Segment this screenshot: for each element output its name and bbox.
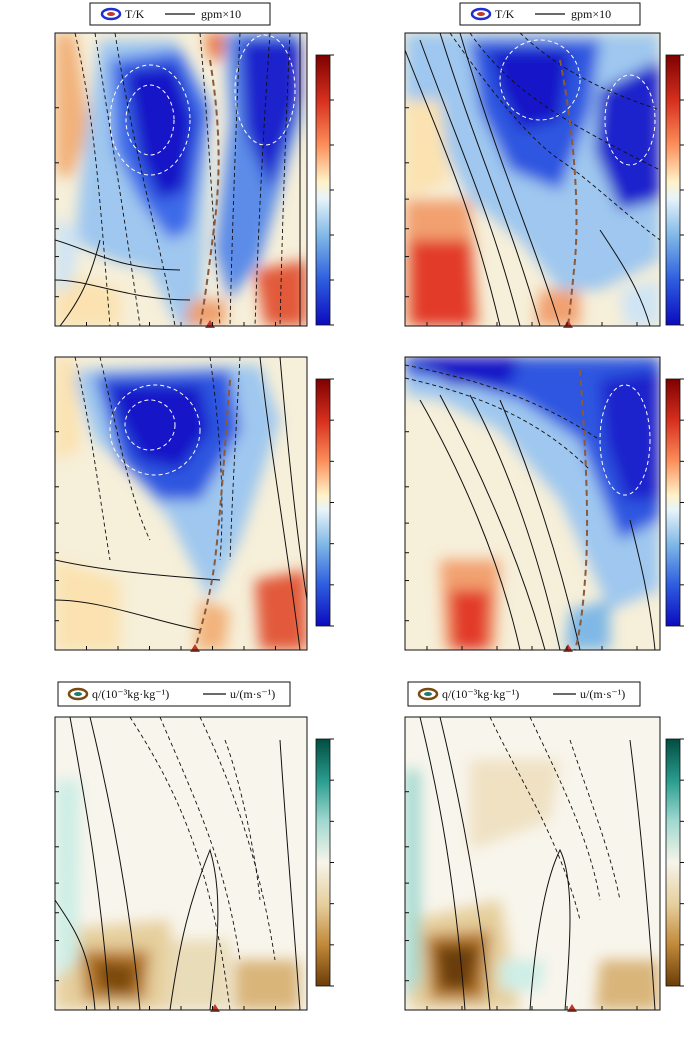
colorbar-a bbox=[315, 54, 331, 326]
panel-d-contours bbox=[405, 364, 656, 650]
panel-a-contours bbox=[55, 33, 301, 326]
legend-bottom-right: q/(10⁻³kg·kg⁻¹) u/(m·s⁻¹) bbox=[407, 681, 641, 707]
axes-c bbox=[54, 356, 334, 651]
panel-b-contours bbox=[405, 33, 660, 326]
legend-bottom-left: q/(10⁻³kg·kg⁻¹) u/(m·s⁻¹) bbox=[57, 681, 291, 707]
panel-c bbox=[54, 356, 308, 652]
legend-symbol-label: q/(10⁻³kg·kg⁻¹) bbox=[442, 687, 519, 701]
trough-axis-line bbox=[559, 59, 578, 326]
colorbar-d bbox=[665, 378, 681, 627]
colorbar-c bbox=[315, 378, 331, 627]
axes-d bbox=[405, 356, 684, 651]
axes-and-labels bbox=[54, 32, 684, 1011]
panel-c-contours bbox=[55, 357, 307, 650]
panel-a-shading bbox=[55, 33, 307, 326]
legend-symbol-label: q/(10⁻³kg·kg⁻¹) bbox=[92, 687, 169, 701]
temperature-symbol-icon bbox=[470, 7, 492, 21]
axes-a bbox=[54, 32, 334, 327]
panel-e bbox=[54, 716, 308, 1012]
panel-f bbox=[404, 716, 661, 1012]
trough-axis-line bbox=[199, 59, 220, 326]
colorbar-b bbox=[665, 54, 681, 326]
colorbar-e bbox=[315, 738, 331, 987]
panel-e-contours bbox=[55, 717, 301, 1010]
trough-axis-line bbox=[574, 369, 589, 650]
legend-line-label: u/(m·s⁻¹) bbox=[580, 687, 625, 701]
panel-d-shading bbox=[405, 357, 660, 650]
trough-axis-line bbox=[194, 379, 231, 650]
colorbar-f bbox=[665, 738, 681, 987]
legend-line-label: gpm×10 bbox=[201, 7, 241, 21]
panel-f-shading bbox=[405, 760, 660, 1010]
panel-d bbox=[404, 356, 661, 652]
panel-a bbox=[54, 32, 308, 328]
axes-b bbox=[405, 32, 684, 327]
axes-f bbox=[405, 716, 684, 1011]
temperature-symbol-icon bbox=[100, 7, 122, 21]
panel-b bbox=[404, 32, 661, 328]
humidity-symbol-icon bbox=[417, 687, 439, 701]
legend-line-label: gpm×10 bbox=[571, 7, 611, 21]
legend-symbol-label: T/K bbox=[495, 7, 515, 21]
legend-top-right: T/K gpm×10 bbox=[459, 2, 641, 26]
legend-symbol-label: T/K bbox=[125, 7, 145, 21]
axes-e bbox=[54, 716, 334, 1011]
humidity-symbol-icon bbox=[67, 687, 89, 701]
panel-f-contours bbox=[419, 717, 656, 1010]
panel-b-shading bbox=[405, 33, 660, 326]
legend-line-label: u/(m·s⁻¹) bbox=[230, 687, 275, 701]
legend-top-left: T/K gpm×10 bbox=[89, 2, 271, 26]
